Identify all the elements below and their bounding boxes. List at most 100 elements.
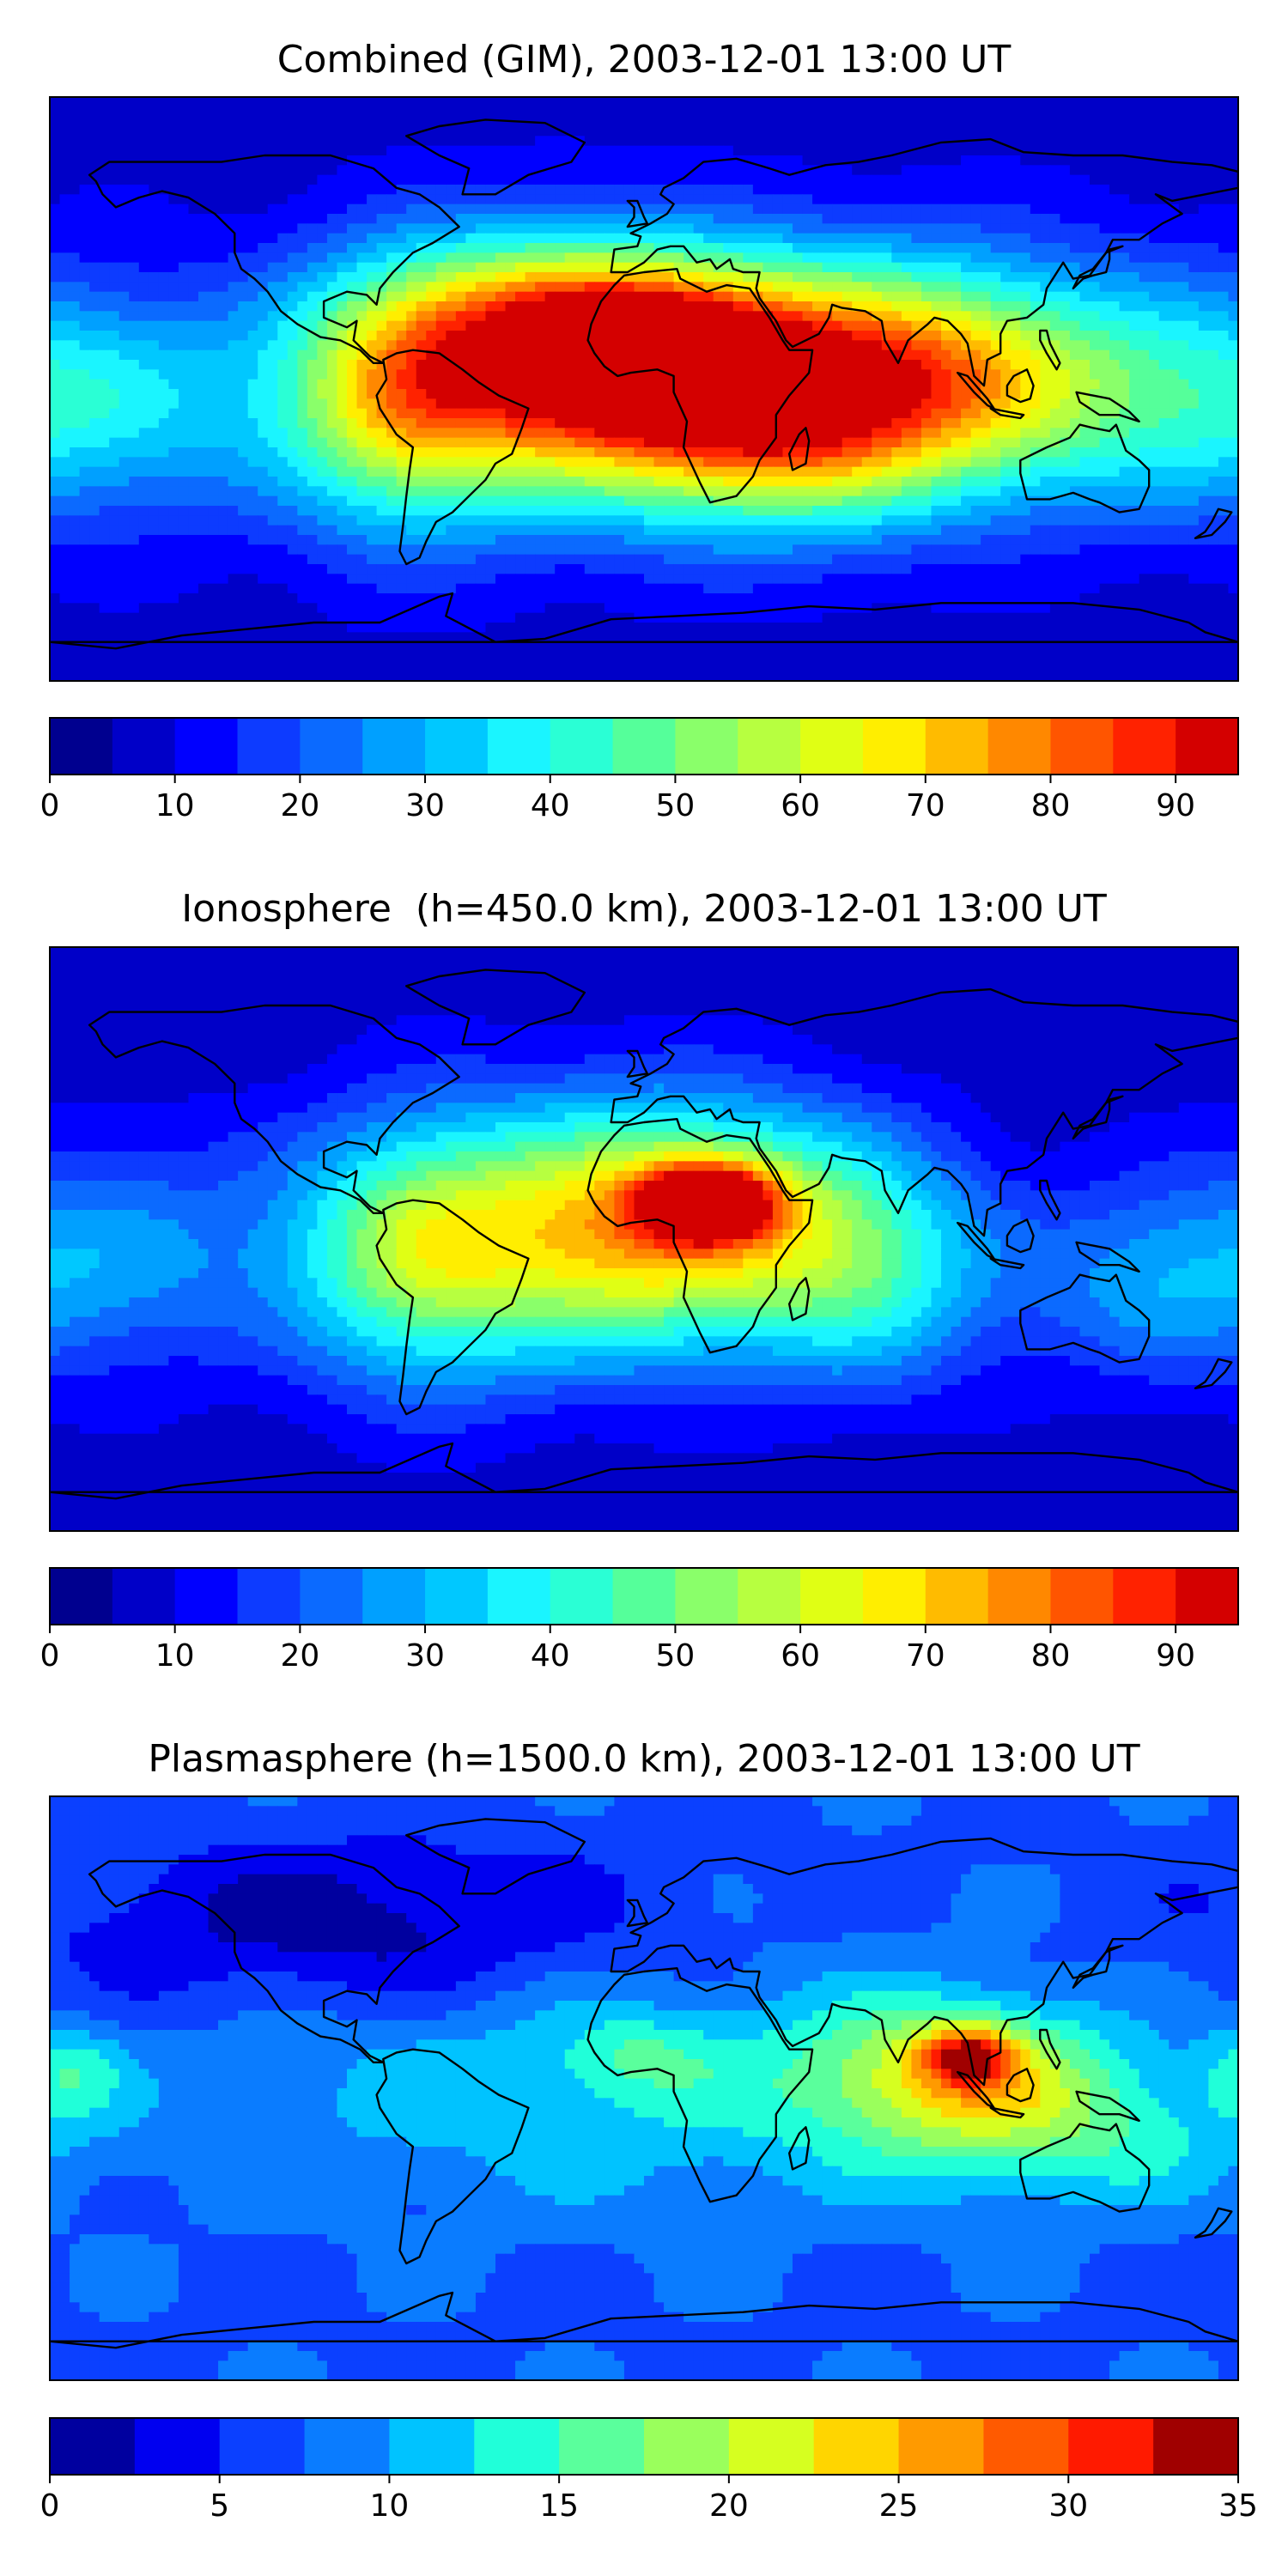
colorbar-tick-label: 25 <box>879 2488 919 2524</box>
colorbar-frame <box>49 1567 1239 1625</box>
colorbar-tick-label: 30 <box>1048 2488 1088 2524</box>
colorbar-segment <box>925 1568 989 1625</box>
colorbar-tick-label: 0 <box>40 788 60 823</box>
colorbar-tick-label: 90 <box>1156 788 1195 823</box>
colorbar-segment <box>983 2418 1069 2475</box>
colorbar-segment <box>800 718 864 775</box>
colorbar-segment <box>800 1568 864 1625</box>
colorbar-tick-label: 20 <box>280 1638 319 1674</box>
colorbar-segment <box>425 1568 489 1625</box>
colorbar-segment <box>362 1568 426 1625</box>
colorbar-segment <box>1068 2418 1154 2475</box>
colorbar-tick-label: 30 <box>405 788 445 823</box>
colorbar-tick-label: 80 <box>1031 1638 1071 1674</box>
colorbar-tick-label: 10 <box>155 788 195 823</box>
colorbar-tick-label: 70 <box>906 1638 945 1674</box>
map-frame <box>49 1795 1239 2381</box>
colorbar-combined: 0 10 20 30 40 50 60 70 80 90 <box>40 717 1239 823</box>
colorbar-segment <box>612 1568 676 1625</box>
colorbar-tick-label: 60 <box>781 1638 820 1674</box>
colorbar-segment <box>174 1568 239 1625</box>
colorbar-segment <box>237 718 301 775</box>
colorbar-segment <box>487 718 551 775</box>
colorbar-segment <box>487 1568 551 1625</box>
colorbar-tick-label: 80 <box>1031 788 1071 823</box>
colorbar-segment <box>300 1568 363 1625</box>
colorbar-segment <box>738 1568 801 1625</box>
map-frame <box>49 96 1239 682</box>
colorbar-segment <box>389 2418 475 2475</box>
map-plasmasphere <box>49 1795 1239 2381</box>
colorbar-segment <box>474 2418 560 2475</box>
colorbar-segment <box>425 718 489 775</box>
colorbar-segment <box>675 1568 738 1625</box>
colorbar-segment <box>1050 718 1114 775</box>
colorbar-segment <box>174 718 239 775</box>
colorbar-segment <box>1113 1568 1176 1625</box>
colorbar-tick-label: 50 <box>656 788 696 823</box>
colorbar-segment <box>987 718 1051 775</box>
ionosphere-field <box>50 97 1238 681</box>
colorbar-segment <box>898 2418 984 2475</box>
colorbar-segment <box>134 2418 221 2475</box>
colorbar-tick-label: 30 <box>405 1638 445 1674</box>
colorbar-segment <box>50 1568 113 1625</box>
colorbar-tick-label: 0 <box>40 1638 60 1674</box>
colorbar-frame <box>49 2417 1239 2476</box>
colorbar-tick-label: 10 <box>155 1638 195 1674</box>
map-title-plasmasphere: Plasmasphere (h=1500.0 km), 2003-12-01 1… <box>0 1737 1288 1782</box>
colorbar-tick-label: 20 <box>280 788 319 823</box>
colorbar-segment <box>738 718 801 775</box>
colorbar-segment <box>612 718 676 775</box>
map-ionosphere <box>49 946 1239 1532</box>
colorbar-segment <box>219 2418 306 2475</box>
map-title-ionosphere: Ionosphere (h=450.0 km), 2003-12-01 13:0… <box>0 887 1288 932</box>
colorbar-tick-label: 5 <box>210 2488 229 2524</box>
colorbar-tick-label: 20 <box>709 2488 749 2524</box>
colorbar-segment <box>50 2418 136 2475</box>
colorbar-tick-label: 15 <box>539 2488 579 2524</box>
colorbar-ionosphere: 0 10 20 30 40 50 60 70 80 90 <box>40 1567 1239 1674</box>
colorbar-segment <box>728 2418 815 2475</box>
map-combined <box>49 96 1239 682</box>
colorbar-segment <box>925 718 989 775</box>
ionosphere-field <box>50 947 1238 1531</box>
coastlines <box>50 118 1238 650</box>
colorbar-tick-label: 40 <box>531 788 570 823</box>
coastlines <box>50 969 1238 1500</box>
colorbar-segment <box>644 2418 730 2475</box>
ionosphere-field <box>50 1796 1238 2380</box>
colorbar-tick-label: 90 <box>1156 1638 1195 1674</box>
colorbar-segment <box>550 1568 614 1625</box>
colorbar-segment <box>550 718 614 775</box>
colorbar-segment <box>1050 1568 1114 1625</box>
colorbar-segment <box>862 1568 927 1625</box>
colorbar-segment <box>559 2418 645 2475</box>
colorbar-segment <box>862 718 927 775</box>
colorbar-segment <box>112 718 176 775</box>
colorbar-segment <box>112 1568 176 1625</box>
colorbar-segment <box>362 718 426 775</box>
map-frame <box>49 946 1239 1532</box>
colorbar-segment <box>1153 2418 1239 2475</box>
coastlines <box>50 1818 1238 2349</box>
colorbar-plasmasphere: 0 5 10 15 20 25 30 35 <box>40 2417 1258 2524</box>
colorbar-tick-label: 10 <box>370 2488 410 2524</box>
colorbar-tick-label: 0 <box>40 2488 60 2524</box>
colorbar-segment <box>1176 718 1239 775</box>
colorbar-segment <box>1113 718 1176 775</box>
colorbar-segment <box>987 1568 1051 1625</box>
colorbar-segment <box>300 718 363 775</box>
colorbar-segment <box>304 2418 390 2475</box>
colorbar-segment <box>1176 1568 1239 1625</box>
colorbar-tick-label: 40 <box>531 1638 570 1674</box>
colorbar-tick-label: 70 <box>906 788 945 823</box>
colorbar-segment <box>237 1568 301 1625</box>
colorbar-tick-label: 60 <box>781 788 820 823</box>
colorbar-segment <box>675 718 738 775</box>
colorbar-segment <box>50 718 113 775</box>
colorbar-frame <box>49 717 1239 775</box>
map-title-combined: Combined (GIM), 2003-12-01 13:00 UT <box>0 38 1288 82</box>
colorbar-tick-label: 35 <box>1218 2488 1258 2524</box>
